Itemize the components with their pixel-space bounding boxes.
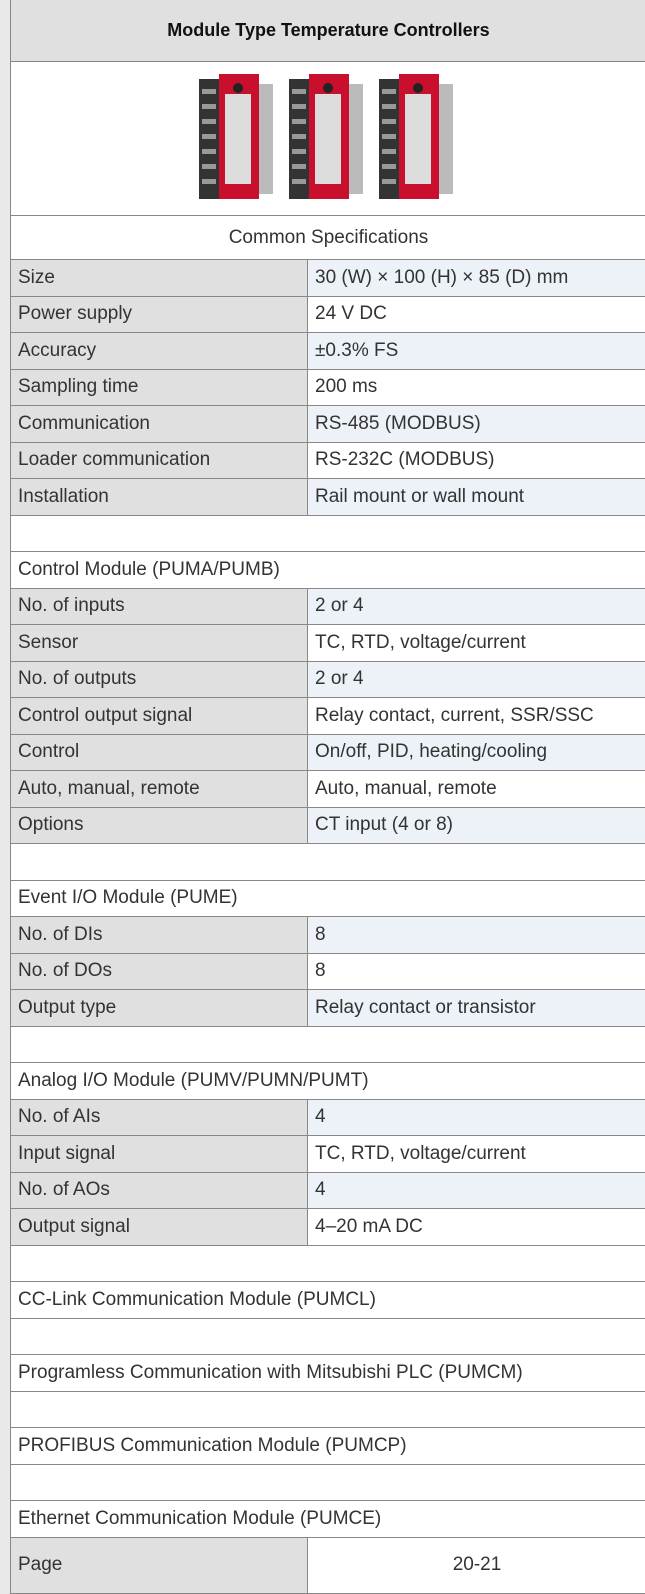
spec-value: RS-232C (MODBUS) xyxy=(315,449,495,471)
spec-row: Options CT input (4 or 8) xyxy=(11,807,645,844)
spec-value: 30 (W) × 100 (H) × 85 (D) mm xyxy=(308,260,645,296)
spec-label: Sampling time xyxy=(11,369,308,405)
spec-row: Control output signal Relay contact, curr… xyxy=(11,698,645,735)
spec-value: 4 xyxy=(308,1099,645,1135)
spec-row: Output type Relay contact or transistor xyxy=(11,990,645,1027)
spec-row: Loader communication RS-232C (MODBUS) xyxy=(11,442,645,479)
spec-value: Relay contact or transistor xyxy=(308,990,645,1026)
spec-row: Auto, manual, remote Auto, manual, remote xyxy=(11,771,645,808)
spec-label: No. of AOs xyxy=(11,1172,308,1208)
spec-label: Power supply xyxy=(11,296,308,332)
spec-row: No. of DIs 8 xyxy=(11,917,645,954)
spec-row: Sensor TC, RTD, voltage/current xyxy=(11,625,645,662)
spec-label: Input signal xyxy=(11,1136,308,1172)
spacer-row xyxy=(11,1465,645,1501)
spec-value: 4 xyxy=(308,1172,645,1208)
spec-row: Installation Rail mount or wall mount xyxy=(11,479,645,516)
spec-label: No. of inputs xyxy=(11,588,308,624)
section-title: Event I/O Module (PUME) xyxy=(11,881,645,917)
spec-label: Control output signal xyxy=(11,698,308,734)
spec-row: Input signal TC, RTD, voltage/current xyxy=(11,1136,645,1173)
spec-label: Size xyxy=(11,260,308,296)
product-image xyxy=(11,62,645,216)
spec-value: TC, RTD, voltage/current xyxy=(315,631,526,653)
spacer-row xyxy=(11,1392,645,1428)
spec-value: 24 V DC xyxy=(315,303,387,325)
section-title: Programless Communication with Mitsubish… xyxy=(11,1355,645,1392)
section-title: PROFIBUS Communication Module (PUMCP) xyxy=(11,1428,645,1465)
spec-row: No. of DOs 8 xyxy=(11,953,645,990)
spec-row: No. of outputs 2 or 4 xyxy=(11,661,645,698)
spacer-row xyxy=(11,1246,645,1282)
spec-label: No. of AIs xyxy=(11,1099,308,1135)
spec-label: Control xyxy=(11,734,308,770)
spec-label: Installation xyxy=(11,479,308,515)
footer-row: Page 20-21 xyxy=(11,1537,645,1594)
footer-label: Page xyxy=(11,1537,308,1593)
section-title: Control Module (PUMA/PUMB) xyxy=(11,552,645,589)
spec-label: Output type xyxy=(11,990,308,1026)
section-title: Analog I/O Module (PUMV/PUMN/PUMT) xyxy=(11,1063,645,1100)
spec-label: Communication xyxy=(11,406,308,442)
spacer-row xyxy=(11,516,645,552)
spec-value: TC, RTD, voltage/current xyxy=(315,1142,526,1164)
spec-label: No. of DOs xyxy=(11,953,308,989)
spec-row: Communication RS-485 (MODBUS) xyxy=(11,406,645,443)
spec-value: ±0.3% FS xyxy=(308,333,645,369)
spacer-row xyxy=(11,844,645,881)
spec-label: Loader communication xyxy=(11,442,308,478)
spacer-row xyxy=(11,1319,645,1355)
spacer-row xyxy=(11,1027,645,1063)
spec-value: 2 or 4 xyxy=(308,588,645,624)
spec-value: RS-485 (MODBUS) xyxy=(308,406,645,442)
section-title: Ethernet Communication Module (PUMCE) xyxy=(11,1501,645,1538)
spec-value: 2 or 4 xyxy=(308,661,645,697)
spec-value: 4–20 mA DC xyxy=(315,1215,423,1237)
spec-table: Module Type Temperature Controllers Comm… xyxy=(10,0,645,1594)
spec-row: No. of inputs 2 or 4 xyxy=(11,588,645,625)
section-title: Common Specifications xyxy=(11,216,645,260)
spec-value: Rail mount or wall mount xyxy=(308,479,645,515)
spec-row: Accuracy ±0.3% FS xyxy=(11,333,645,370)
spec-value: CT input (4 or 8) xyxy=(308,807,645,843)
spec-row: No. of AIs 4 xyxy=(11,1099,645,1136)
spec-value: Auto, manual, remote xyxy=(315,777,497,799)
spec-label: Auto, manual, remote xyxy=(11,771,308,807)
spec-row: Output signal 4–20 mA DC xyxy=(11,1209,645,1246)
spec-value: 8 xyxy=(315,960,326,982)
spec-label: Accuracy xyxy=(11,333,308,369)
spec-value: On/off, PID, heating/cooling xyxy=(308,734,645,770)
spec-label: Output signal xyxy=(11,1209,308,1245)
spec-value: 200 ms xyxy=(315,376,378,398)
table-title: Module Type Temperature Controllers xyxy=(11,0,645,62)
spec-value: Relay contact, current, SSR/SSC xyxy=(315,704,594,726)
spec-label: No. of outputs xyxy=(11,661,308,697)
spec-row: Power supply 24 V DC xyxy=(11,296,645,333)
spec-label: Sensor xyxy=(11,625,308,661)
spec-row: No. of AOs 4 xyxy=(11,1172,645,1209)
spec-label: No. of DIs xyxy=(11,917,308,953)
spec-row: Size 30 (W) × 100 (H) × 85 (D) mm xyxy=(11,260,645,297)
spec-value: 8 xyxy=(308,917,645,953)
modules-illustration xyxy=(198,73,453,199)
section-title: CC-Link Communication Module (PUMCL) xyxy=(11,1282,645,1319)
footer-value: 20-21 xyxy=(452,1554,502,1575)
spec-row: Control On/off, PID, heating/cooling xyxy=(11,734,645,771)
spec-label: Options xyxy=(11,807,308,843)
spec-row: Sampling time 200 ms xyxy=(11,369,645,406)
